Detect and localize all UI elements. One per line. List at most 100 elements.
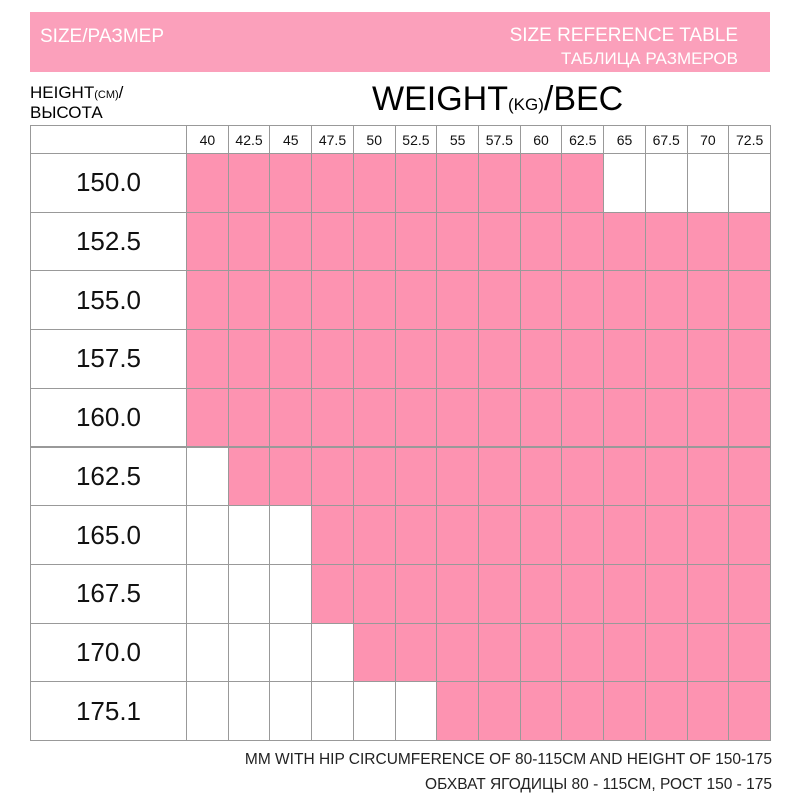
fit-cell bbox=[311, 505, 354, 565]
fit-cell bbox=[644, 387, 688, 448]
fit-cell bbox=[269, 563, 313, 624]
fit-cell bbox=[603, 446, 646, 507]
fit-cell bbox=[478, 270, 521, 331]
fit-cell bbox=[311, 270, 354, 331]
fit-cell bbox=[478, 446, 521, 507]
weight-label: WEIGHT(KG)/BEC bbox=[372, 80, 623, 119]
fit-cell bbox=[603, 329, 646, 389]
fit-cell bbox=[478, 211, 521, 272]
fit-cell bbox=[603, 211, 646, 272]
fit-cell bbox=[644, 153, 688, 213]
fit-cell bbox=[644, 446, 688, 507]
fit-cell bbox=[686, 387, 730, 448]
fit-cell bbox=[311, 211, 354, 272]
fit-cell bbox=[686, 681, 730, 741]
fit-cell bbox=[728, 329, 771, 389]
fit-cell bbox=[519, 211, 563, 272]
fit-cell bbox=[603, 387, 646, 448]
fit-cell bbox=[603, 153, 646, 213]
fit-cell bbox=[436, 446, 479, 507]
header-left: SIZE/РАЗМЕР bbox=[40, 26, 165, 47]
fit-cell bbox=[352, 387, 396, 448]
fit-cell bbox=[728, 270, 771, 331]
fit-cell bbox=[478, 387, 521, 448]
weight-header: 52.5 bbox=[394, 125, 438, 154]
weight-header: 57.5 bbox=[478, 125, 521, 154]
fit-cell bbox=[269, 681, 313, 741]
weight-header: 72.5 bbox=[728, 125, 771, 154]
fit-cell bbox=[352, 270, 396, 331]
fit-cell bbox=[352, 681, 396, 741]
fit-cell bbox=[186, 270, 229, 331]
fit-cell bbox=[311, 329, 354, 389]
fit-cell bbox=[561, 153, 605, 213]
weight-header: 40 bbox=[186, 125, 229, 154]
fit-cell bbox=[728, 211, 771, 272]
fit-cell bbox=[519, 563, 563, 624]
fit-cell bbox=[436, 681, 479, 741]
fit-cell bbox=[644, 211, 688, 272]
height-cell: 165.0 bbox=[30, 505, 187, 565]
height-cell: 157.5 bbox=[30, 329, 187, 389]
fit-cell bbox=[311, 563, 354, 624]
fit-cell bbox=[227, 622, 271, 683]
fit-cell bbox=[352, 446, 396, 507]
fit-cell bbox=[728, 446, 771, 507]
fit-cell bbox=[394, 505, 438, 565]
fit-cell bbox=[227, 681, 271, 741]
fit-cell bbox=[352, 153, 396, 213]
weight-header: 47.5 bbox=[311, 125, 354, 154]
fit-cell bbox=[561, 211, 605, 272]
header-right: SIZE REFERENCE TABLE bbox=[509, 25, 738, 46]
fit-cell bbox=[394, 622, 438, 683]
fit-cell bbox=[478, 563, 521, 624]
fit-cell bbox=[394, 153, 438, 213]
weight-main: WEIGHT bbox=[372, 80, 508, 118]
fit-cell bbox=[519, 446, 563, 507]
height-ru: ВЫСОТА bbox=[30, 103, 103, 122]
fit-cell bbox=[186, 681, 229, 741]
fit-cell bbox=[186, 505, 229, 565]
fit-cell bbox=[186, 211, 229, 272]
fit-cell bbox=[394, 211, 438, 272]
fit-cell bbox=[561, 563, 605, 624]
fit-cell bbox=[186, 329, 229, 389]
fit-cell bbox=[394, 681, 438, 741]
fit-cell bbox=[686, 446, 730, 507]
fit-cell bbox=[686, 270, 730, 331]
footer-line2: ОБХВАТ ЯГОДИЦЫ 80 - 115CM, РОСТ 150 - 17… bbox=[425, 776, 772, 793]
fit-cell bbox=[436, 505, 479, 565]
fit-cell bbox=[644, 505, 688, 565]
fit-cell bbox=[227, 387, 271, 448]
fit-cell bbox=[686, 505, 730, 565]
corner-cell bbox=[30, 125, 187, 154]
fit-cell bbox=[436, 622, 479, 683]
fit-cell bbox=[478, 329, 521, 389]
fit-cell bbox=[519, 329, 563, 389]
weight-header: 42.5 bbox=[227, 125, 271, 154]
fit-cell bbox=[311, 153, 354, 213]
weight-unit: (KG) bbox=[507, 95, 544, 114]
fit-cell bbox=[561, 387, 605, 448]
header-bar: SIZE/РАЗМЕР SIZE REFERENCE TABLE ТАБЛИЦА… bbox=[30, 12, 770, 72]
fit-cell bbox=[478, 505, 521, 565]
fit-cell bbox=[436, 270, 479, 331]
fit-cell bbox=[352, 622, 396, 683]
height-cell: 160.0 bbox=[30, 387, 187, 448]
fit-cell bbox=[561, 622, 605, 683]
fit-cell bbox=[352, 329, 396, 389]
fit-cell bbox=[227, 270, 271, 331]
fit-cell bbox=[561, 505, 605, 565]
height-cell: 155.0 bbox=[30, 270, 187, 331]
fit-cell bbox=[436, 153, 479, 213]
fit-cell bbox=[561, 681, 605, 741]
fit-cell bbox=[186, 153, 229, 213]
fit-cell bbox=[644, 329, 688, 389]
fit-cell bbox=[519, 270, 563, 331]
fit-cell bbox=[394, 270, 438, 331]
weight-header: 55 bbox=[436, 125, 479, 154]
fit-cell bbox=[686, 329, 730, 389]
fit-cell bbox=[269, 329, 313, 389]
fit-cell bbox=[728, 622, 771, 683]
weight-rest: /BEC bbox=[543, 80, 624, 118]
